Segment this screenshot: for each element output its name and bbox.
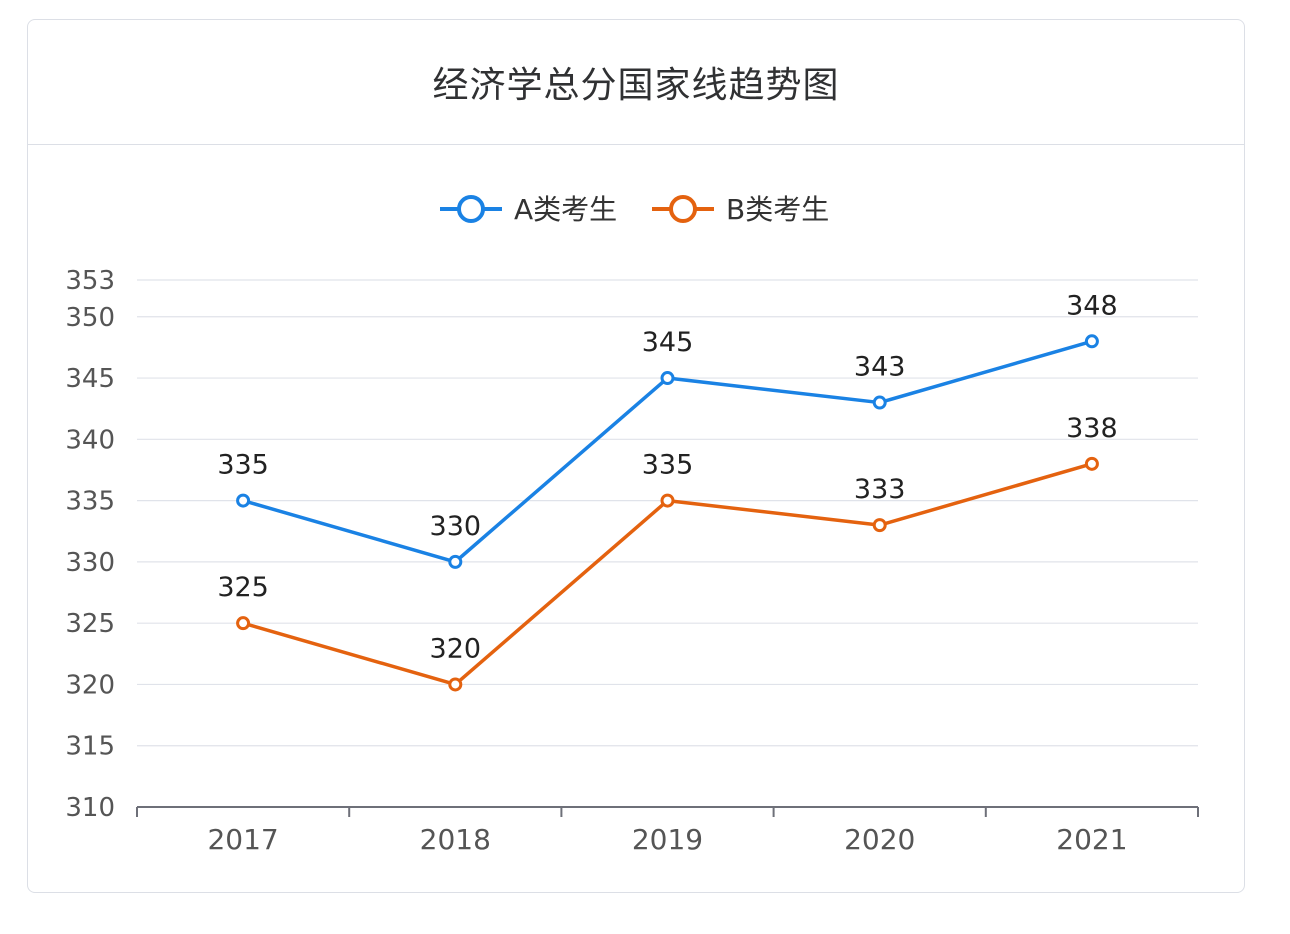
- data-label: 335: [642, 450, 694, 481]
- y-tick-label: 315: [65, 732, 115, 762]
- data-point[interactable]: [660, 371, 675, 386]
- data-point[interactable]: [660, 493, 675, 508]
- data-label: 345: [642, 327, 694, 358]
- chart-header: 经济学总分国家线趋势图: [28, 20, 1244, 145]
- data-point[interactable]: [236, 493, 251, 508]
- grid-lines: [137, 279, 1198, 747]
- x-tick-label-2018: 2018: [420, 823, 491, 856]
- y-tick-label: 325: [65, 609, 115, 639]
- y-tick-label: 310: [65, 793, 115, 823]
- data-label: 330: [430, 511, 482, 542]
- legend-label[interactable]: B类考生: [726, 193, 829, 226]
- legend: A类考生 B类考生: [440, 193, 829, 226]
- y-tick-label: 350: [65, 303, 115, 333]
- x-tick-label-2019: 2019: [632, 823, 703, 856]
- legend-label[interactable]: A类考生: [514, 193, 617, 226]
- data-label: 320: [430, 633, 482, 664]
- y-tick-label: 330: [65, 548, 115, 578]
- series-layer: [236, 334, 1099, 692]
- chart-card: 经济学总分国家线趋势图: [27, 19, 1245, 893]
- data-point[interactable]: [872, 518, 887, 533]
- data-label: 348: [1066, 290, 1118, 321]
- legend-marker[interactable]: [669, 195, 697, 223]
- data-point[interactable]: [872, 395, 887, 410]
- y-axis: 310 315 320 325 330 335 340 345 350 353: [65, 266, 115, 823]
- data-point[interactable]: [448, 554, 463, 569]
- legend-marker[interactable]: [457, 195, 485, 223]
- data-point[interactable]: [1084, 456, 1099, 471]
- data-point[interactable]: [448, 677, 463, 692]
- data-label: 333: [854, 474, 906, 505]
- x-tick-label-2020: 2020: [844, 823, 915, 856]
- y-tick-label: 335: [65, 487, 115, 517]
- data-label: 325: [217, 572, 269, 603]
- y-tick-label: 353: [65, 266, 115, 296]
- data-labels: 335 330 345 343 348 325 320 335 333 338: [217, 290, 1117, 664]
- y-tick-label: 345: [65, 364, 115, 394]
- data-label: 338: [1066, 413, 1118, 444]
- data-point[interactable]: [236, 616, 251, 631]
- x-tick-label-2017: 2017: [207, 823, 278, 856]
- data-label: 335: [217, 450, 269, 481]
- x-tick-label-2021: 2021: [1056, 823, 1127, 856]
- y-tick-label: 340: [65, 425, 115, 455]
- chart-title: 经济学总分国家线趋势图: [432, 65, 840, 106]
- data-label: 343: [854, 352, 906, 383]
- data-point[interactable]: [1084, 334, 1099, 349]
- x-axis: 2017 2018 2019 2020 2021: [136, 806, 1199, 856]
- y-tick-label: 320: [65, 670, 115, 700]
